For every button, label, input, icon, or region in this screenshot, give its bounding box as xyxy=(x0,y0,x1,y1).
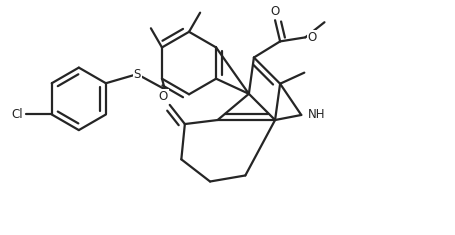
Text: O: O xyxy=(158,90,168,103)
Text: O: O xyxy=(307,31,317,44)
Text: Cl: Cl xyxy=(11,108,22,121)
Text: S: S xyxy=(133,68,141,81)
Text: O: O xyxy=(270,5,280,18)
Text: NH: NH xyxy=(308,109,326,121)
